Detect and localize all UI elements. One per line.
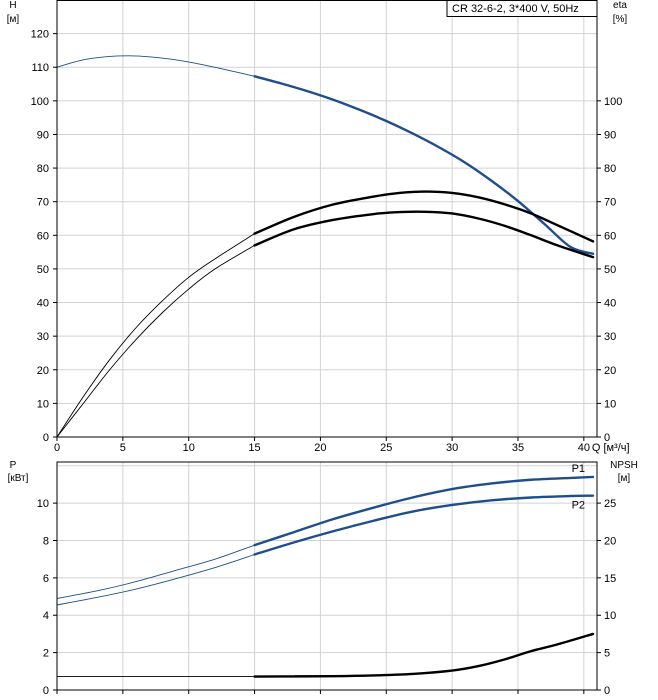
y-left-tick-label: 70 — [37, 197, 49, 209]
npsh-tick-label: 5 — [604, 648, 610, 660]
p1-curve-thick-segment — [253, 475, 595, 547]
y-left-tick-label: 0 — [43, 432, 49, 444]
p-unit-label: [кВт] — [8, 473, 29, 484]
p-tick-label: 10 — [37, 498, 49, 510]
head-curve-thick-segment — [253, 75, 595, 255]
head-curve-thin-segment — [56, 55, 256, 77]
y-left-tick-label: 80 — [37, 163, 49, 175]
p2-curve-thick-segment — [253, 494, 595, 556]
title-box — [446, 0, 598, 17]
p-tick-label: 0 — [43, 685, 49, 697]
p-tick-label: 6 — [43, 573, 49, 585]
x-tick-label: 10 — [183, 442, 195, 454]
y-left-tick-label: 40 — [37, 298, 49, 310]
x-tick-label: 20 — [314, 442, 326, 454]
npsh-tick-label: 15 — [604, 573, 616, 585]
y-left-tick-label: 60 — [37, 230, 49, 242]
y-right-tick-label: 60 — [604, 230, 616, 242]
p1-curve-thin-segment — [56, 544, 256, 599]
h-axis-label: H — [9, 0, 16, 11]
npsh-tick-label: 25 — [604, 498, 616, 510]
top-plot-frame — [56, 0, 598, 438]
y-right-tick-label: 90 — [604, 129, 616, 141]
p-axis-label: P — [10, 460, 17, 471]
y-left-tick-label: 50 — [37, 264, 49, 276]
y-left-tick-label: 10 — [37, 398, 49, 410]
chart-title: CR 32-6-2, 3*400 V, 50Hz — [452, 3, 579, 15]
y-left-tick-label: 110 — [31, 62, 49, 74]
x-tick-label: 5 — [120, 442, 126, 454]
y-right-tick-label: 10 — [604, 398, 616, 410]
y-left-tick-label: 100 — [31, 96, 49, 108]
p2-series-label: P2 — [572, 500, 585, 512]
h-unit-label: [м] — [7, 14, 20, 25]
npsh-tick-label: 10 — [604, 610, 616, 622]
efficiency-upper-curve-thin-segment — [56, 233, 256, 438]
npsh-axis-label: NPSH — [610, 460, 638, 471]
y-left-tick-label: 120 — [31, 29, 49, 41]
x-tick-label: 25 — [380, 442, 392, 454]
y-right-tick-label: 0 — [604, 432, 610, 444]
y-right-tick-label: 80 — [604, 163, 616, 175]
bottom-plot-frame — [56, 461, 598, 691]
efficiency-upper-curve-thick-segment — [253, 190, 595, 243]
y-right-tick-label: 50 — [604, 264, 616, 276]
p-tick-label: 8 — [43, 535, 49, 547]
x-tick-label: 0 — [54, 442, 60, 454]
npsh-tick-label: 20 — [604, 535, 616, 547]
eta-axis-label: eta — [613, 0, 627, 11]
y-right-tick-label: 100 — [604, 96, 622, 108]
x-tick-label: 30 — [446, 442, 458, 454]
x-axis-label: Q [м³/ч] — [592, 442, 630, 454]
efficiency-lower-curve-thin-segment — [56, 244, 256, 438]
x-tick-label: 15 — [248, 442, 260, 454]
p-tick-label: 2 — [43, 648, 49, 660]
eta-unit-label: [%] — [613, 14, 628, 25]
y-left-tick-label: 30 — [37, 331, 49, 343]
y-right-tick-label: 40 — [604, 298, 616, 310]
y-right-tick-label: 30 — [604, 331, 616, 343]
y-right-tick-label: 20 — [604, 365, 616, 377]
p1-series-label: P1 — [572, 463, 585, 475]
x-tick-label: 35 — [512, 442, 524, 454]
npsh-unit-label: [м] — [618, 473, 631, 484]
y-right-tick-label: 70 — [604, 197, 616, 209]
y-left-tick-label: 90 — [37, 129, 49, 141]
npsh-tick-label: 0 — [604, 685, 610, 697]
x-tick-label: 40 — [578, 442, 590, 454]
p-tick-label: 4 — [43, 610, 49, 622]
p2-curve-thin-segment — [56, 554, 256, 606]
y-left-tick-label: 20 — [37, 365, 49, 377]
npsh-curve-thick-segment — [253, 632, 595, 678]
efficiency-lower-curve-thick-segment — [253, 210, 595, 259]
